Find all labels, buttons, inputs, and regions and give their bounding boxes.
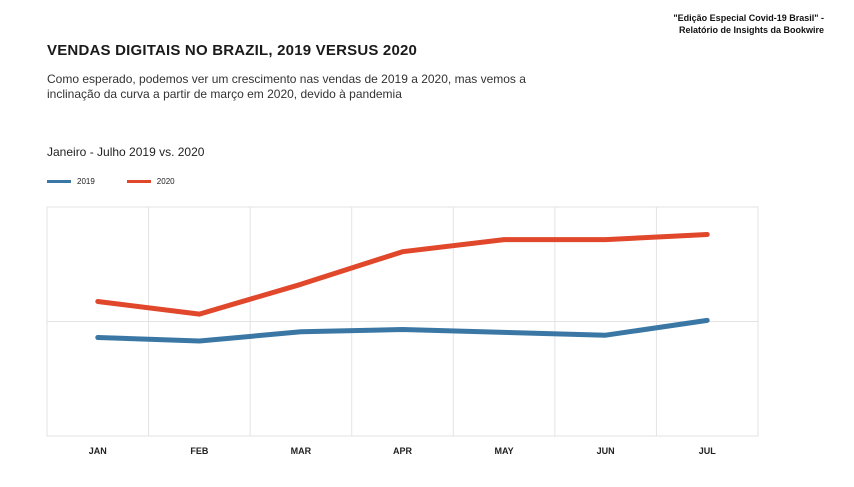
x-tick-label-mar: MAR xyxy=(291,446,312,456)
series-line-2019 xyxy=(95,317,710,344)
legend-item-2019: 2019 xyxy=(47,177,95,186)
legend-swatch-2020 xyxy=(126,180,151,183)
page-subtitle: Como esperado, podemos ver um cresciment… xyxy=(47,72,607,102)
legend-label-2019: 2019 xyxy=(77,177,95,186)
page-title: VENDAS DIGITAIS NO BRAZIL, 2019 VERSUS 2… xyxy=(47,42,418,59)
legend-swatch-2019 xyxy=(47,180,71,183)
x-tick-label-apr: APR xyxy=(393,446,413,456)
chart-title: Janeiro - Julho 2019 vs. 2020 xyxy=(47,145,205,159)
legend-item-2020: 2020 xyxy=(126,177,175,186)
x-tick-label-may: MAY xyxy=(494,446,513,456)
x-tick-label-jul: JUL xyxy=(699,446,717,456)
series-line-2020 xyxy=(95,232,710,317)
x-tick-label-feb: FEB xyxy=(190,446,209,456)
chart-legend: 2019 2020 xyxy=(47,177,207,186)
x-tick-label-jun: JUN xyxy=(597,446,615,456)
source-line-2: Relatório de Insights da Bookwire xyxy=(678,25,824,35)
x-tick-label-jan: JAN xyxy=(89,446,107,456)
legend-label-2020: 2020 xyxy=(156,177,175,186)
subtitle-line-2: inclinação da curva a partir de março em… xyxy=(47,87,402,101)
subtitle-line-1: Como esperado, podemos ver um cresciment… xyxy=(47,72,526,86)
source-note: "Edição Especial Covid-19 Brasil" - Rela… xyxy=(673,12,824,36)
source-line-1: "Edição Especial Covid-19 Brasil" - xyxy=(673,13,824,23)
